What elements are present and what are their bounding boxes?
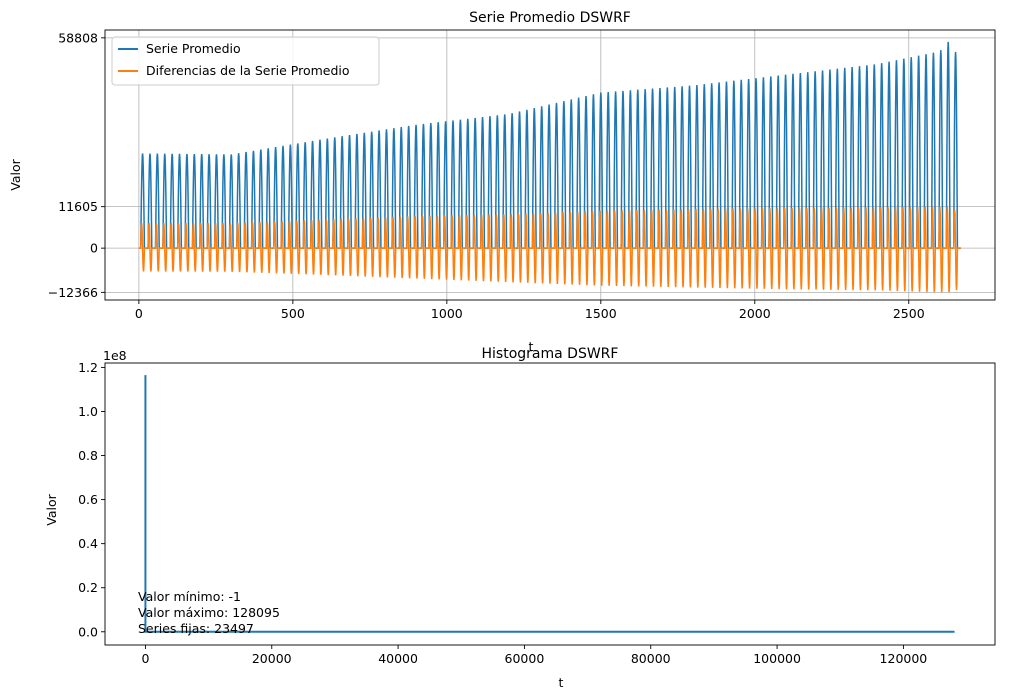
- bottom-y-offset-label: 1e8: [103, 348, 127, 363]
- annotation-valor-minimo: Valor mínimo: -1: [138, 589, 241, 604]
- bottom-x-tick-label: 100000: [753, 651, 801, 666]
- annotation-valor-maximo: Valor máximo: 128095: [138, 605, 280, 620]
- bottom-x-tick-label: 60000: [505, 651, 545, 666]
- series-line-serie-promedio: [138, 41, 961, 249]
- bottom-x-axis-label: t: [559, 675, 564, 690]
- histogram-line: [144, 375, 955, 633]
- bottom-y-tick-label: 0.0: [78, 624, 98, 639]
- bottom-series: [144, 375, 955, 633]
- bottom-y-tick-label: 1.2: [78, 360, 98, 375]
- top-chart-title: Serie Promedio DSWRF: [469, 10, 631, 26]
- top-y-tick-label: 0: [90, 241, 98, 256]
- top-x-tick-label: 2000: [739, 306, 771, 321]
- bottom-y-ticks: 0.0 0.2 0.4 0.6 0.8 1.0 1.2: [78, 360, 105, 639]
- top-x-ticks: 0 500 1000 1500 2000 2500: [135, 300, 925, 321]
- top-x-axis-label: t: [529, 339, 534, 354]
- bottom-x-tick-label: 80000: [631, 651, 671, 666]
- bottom-y-tick-label: 1.0: [78, 404, 98, 419]
- bottom-x-tick-label: 120000: [880, 651, 928, 666]
- bottom-x-ticks: 0 20000 40000 60000 80000 100000 120000: [141, 645, 927, 666]
- bottom-x-tick-label: 40000: [378, 651, 418, 666]
- annotation-series-fijas: Series fijas: 23497: [138, 621, 254, 636]
- bottom-y-tick-label: 0.2: [78, 580, 98, 595]
- top-y-tick-label: 11605: [58, 199, 98, 214]
- bottom-y-tick-label: 0.4: [78, 536, 98, 551]
- series-line-diferencias: [138, 206, 961, 293]
- bottom-y-tick-label: 0.8: [78, 448, 98, 463]
- top-y-tick-label: −12366: [48, 285, 98, 300]
- top-x-tick-label: 500: [281, 306, 305, 321]
- bottom-y-axis-label: Valor: [44, 493, 59, 525]
- top-series: [138, 41, 961, 293]
- legend-box: [111, 36, 380, 86]
- bottom-axes-frame: [104, 362, 996, 646]
- top-axes-frame: [104, 29, 996, 301]
- top-x-tick-label: 0: [135, 306, 143, 321]
- top-x-tick-label: 2500: [893, 306, 925, 321]
- bottom-axes: 0 20000 40000 60000 80000 100000 120000 0.0 0.2…: [44, 346, 996, 690]
- top-y-tick-label: 58808: [58, 30, 98, 45]
- bottom-y-tick-label: 0.6: [78, 492, 98, 507]
- legend-label-diferencias: Diferencias de la Serie Promedio: [146, 63, 350, 78]
- top-y-axis-label: Valor: [8, 158, 23, 190]
- bottom-x-tick-label: 0: [141, 651, 149, 666]
- top-axes: 0 500 1000 1500 2000 2500 −12366 0 11605 58808 S…: [8, 10, 996, 354]
- bottom-chart-title: Histograma DSWRF: [482, 346, 619, 362]
- legend-label-serie-promedio: Serie Promedio: [146, 41, 241, 56]
- bottom-x-tick-label: 20000: [252, 651, 292, 666]
- top-legend: Serie Promedio Diferencias de la Serie P…: [111, 36, 380, 86]
- top-x-tick-label: 1000: [431, 306, 463, 321]
- top-x-tick-label: 1500: [585, 306, 617, 321]
- top-y-ticks: −12366 0 11605 58808: [48, 30, 105, 300]
